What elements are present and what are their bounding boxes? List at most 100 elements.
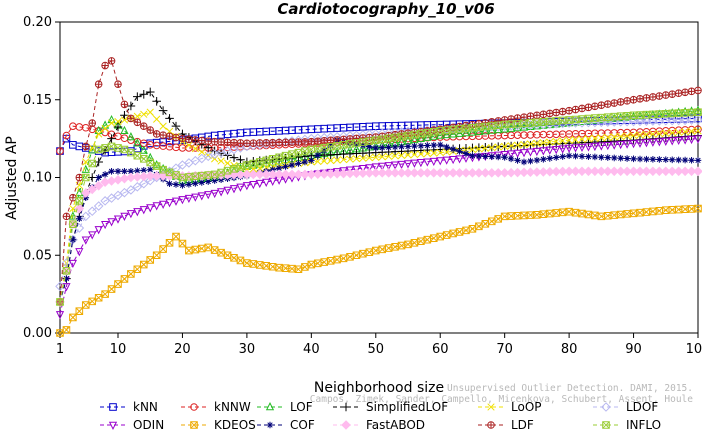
data-point-fastabod	[261, 169, 272, 180]
data-point-inflo	[455, 125, 464, 133]
data-point-loop	[488, 143, 496, 152]
data-point-fastabod	[151, 171, 162, 181]
data-point-inflo	[294, 148, 303, 157]
data-point-inflo	[101, 144, 109, 152]
data-point-odin	[577, 143, 587, 153]
data-point-loop	[133, 112, 141, 120]
data-point-ldof	[686, 115, 697, 125]
data-point-loop	[443, 148, 451, 156]
data-point-inflo	[114, 144, 122, 152]
data-point-loop	[687, 127, 696, 135]
data-point-inflo	[139, 155, 148, 163]
legend-item-ldof: LDOF	[593, 400, 658, 414]
data-point-inflo	[449, 125, 457, 134]
data-point-cof	[140, 166, 148, 174]
data-point-kdeos	[94, 293, 103, 302]
data-point-kdeos	[429, 234, 438, 242]
data-point-loop	[359, 154, 367, 162]
data-point-ldf	[584, 103, 593, 112]
data-point-knnw	[62, 131, 71, 140]
data-point-inflo	[417, 129, 425, 138]
data-point-cof	[430, 141, 438, 149]
data-point-inflo	[320, 143, 329, 152]
data-point-kdeos	[326, 257, 335, 265]
data-point-odin	[68, 259, 77, 269]
data-point-ldf	[262, 139, 271, 147]
data-point-simplifiedlof	[158, 106, 168, 115]
data-point-odin	[545, 146, 554, 155]
x-tick-label: 40	[303, 342, 320, 357]
data-point-odin	[358, 164, 367, 174]
data-point-kdeos	[475, 222, 483, 231]
data-point-ldf	[649, 93, 657, 101]
data-point-fastabod	[667, 166, 678, 177]
data-point-odin	[403, 160, 413, 169]
data-point-fastabod	[345, 168, 355, 179]
data-point-fastabod	[351, 168, 362, 179]
y-tick-label: 0.05	[23, 248, 52, 263]
data-point-odin	[623, 140, 632, 149]
legend-item-loop: LoOP	[478, 400, 542, 414]
data-point-kdeos	[120, 275, 129, 283]
data-point-inflo	[371, 136, 380, 144]
legend-marker-lof	[265, 401, 275, 411]
data-point-fastabod	[461, 168, 471, 178]
data-point-ldf	[603, 100, 612, 108]
data-point-kdeos	[462, 226, 470, 235]
data-point-inflo	[352, 139, 361, 147]
data-point-fastabod	[641, 166, 652, 177]
data-point-loop	[559, 137, 567, 145]
data-point-ldf	[661, 91, 670, 99]
data-point-cof	[507, 155, 515, 163]
data-point-odin	[571, 144, 580, 153]
data-point-cof	[391, 143, 399, 151]
data-point-fastabod	[467, 168, 478, 178]
data-point-ldf	[674, 89, 683, 97]
legend-marker-knn	[109, 403, 117, 411]
data-point-fastabod	[416, 168, 426, 178]
data-point-ldf	[204, 137, 213, 145]
legend-label-kdeos: KDEOS	[214, 418, 256, 432]
y-axis-label: Adjusted AP	[4, 136, 20, 220]
data-point-fastabod	[648, 166, 658, 177]
data-point-odin	[384, 162, 393, 171]
data-point-fastabod	[338, 168, 349, 179]
data-point-ldf	[655, 92, 664, 100]
data-point-odin	[371, 163, 380, 172]
data-point-odin	[204, 191, 213, 200]
data-point-ldof	[635, 116, 645, 127]
data-point-lof	[423, 132, 432, 141]
data-point-fastabod	[686, 166, 697, 177]
data-point-odin	[629, 140, 638, 149]
data-point-loop	[610, 133, 618, 141]
data-point-loop	[372, 153, 380, 161]
data-point-fastabod	[493, 168, 504, 178]
data-point-odin	[590, 142, 599, 152]
data-point-cof	[475, 152, 483, 160]
data-point-kdeos	[649, 207, 657, 216]
legend-label-odin: ODIN	[133, 418, 164, 432]
data-point-kdeos	[552, 209, 561, 217]
data-point-fastabod	[403, 168, 413, 178]
data-point-cof	[320, 146, 328, 154]
data-point-ldf	[88, 119, 97, 127]
data-point-odin	[565, 144, 574, 153]
data-point-cof	[398, 143, 405, 151]
y-tick-label: 0.15	[23, 93, 52, 108]
data-point-ldof	[622, 116, 632, 127]
data-point-ldf	[558, 107, 567, 116]
data-point-ldf	[320, 137, 329, 145]
data-point-ldf	[146, 126, 155, 134]
data-point-kdeos	[603, 211, 612, 220]
data-point-loop	[339, 155, 348, 164]
data-point-ldof	[138, 178, 149, 189]
x-tick-label: 30	[239, 342, 256, 357]
data-point-loop	[675, 128, 683, 136]
data-point-kdeos	[642, 208, 651, 216]
data-point-lof	[461, 128, 471, 137]
legend-label-knnw: kNNW	[214, 400, 251, 414]
data-point-cof	[623, 155, 631, 162]
data-point-odin	[113, 215, 123, 224]
data-point-odin	[442, 156, 451, 165]
data-point-odin	[532, 147, 541, 157]
